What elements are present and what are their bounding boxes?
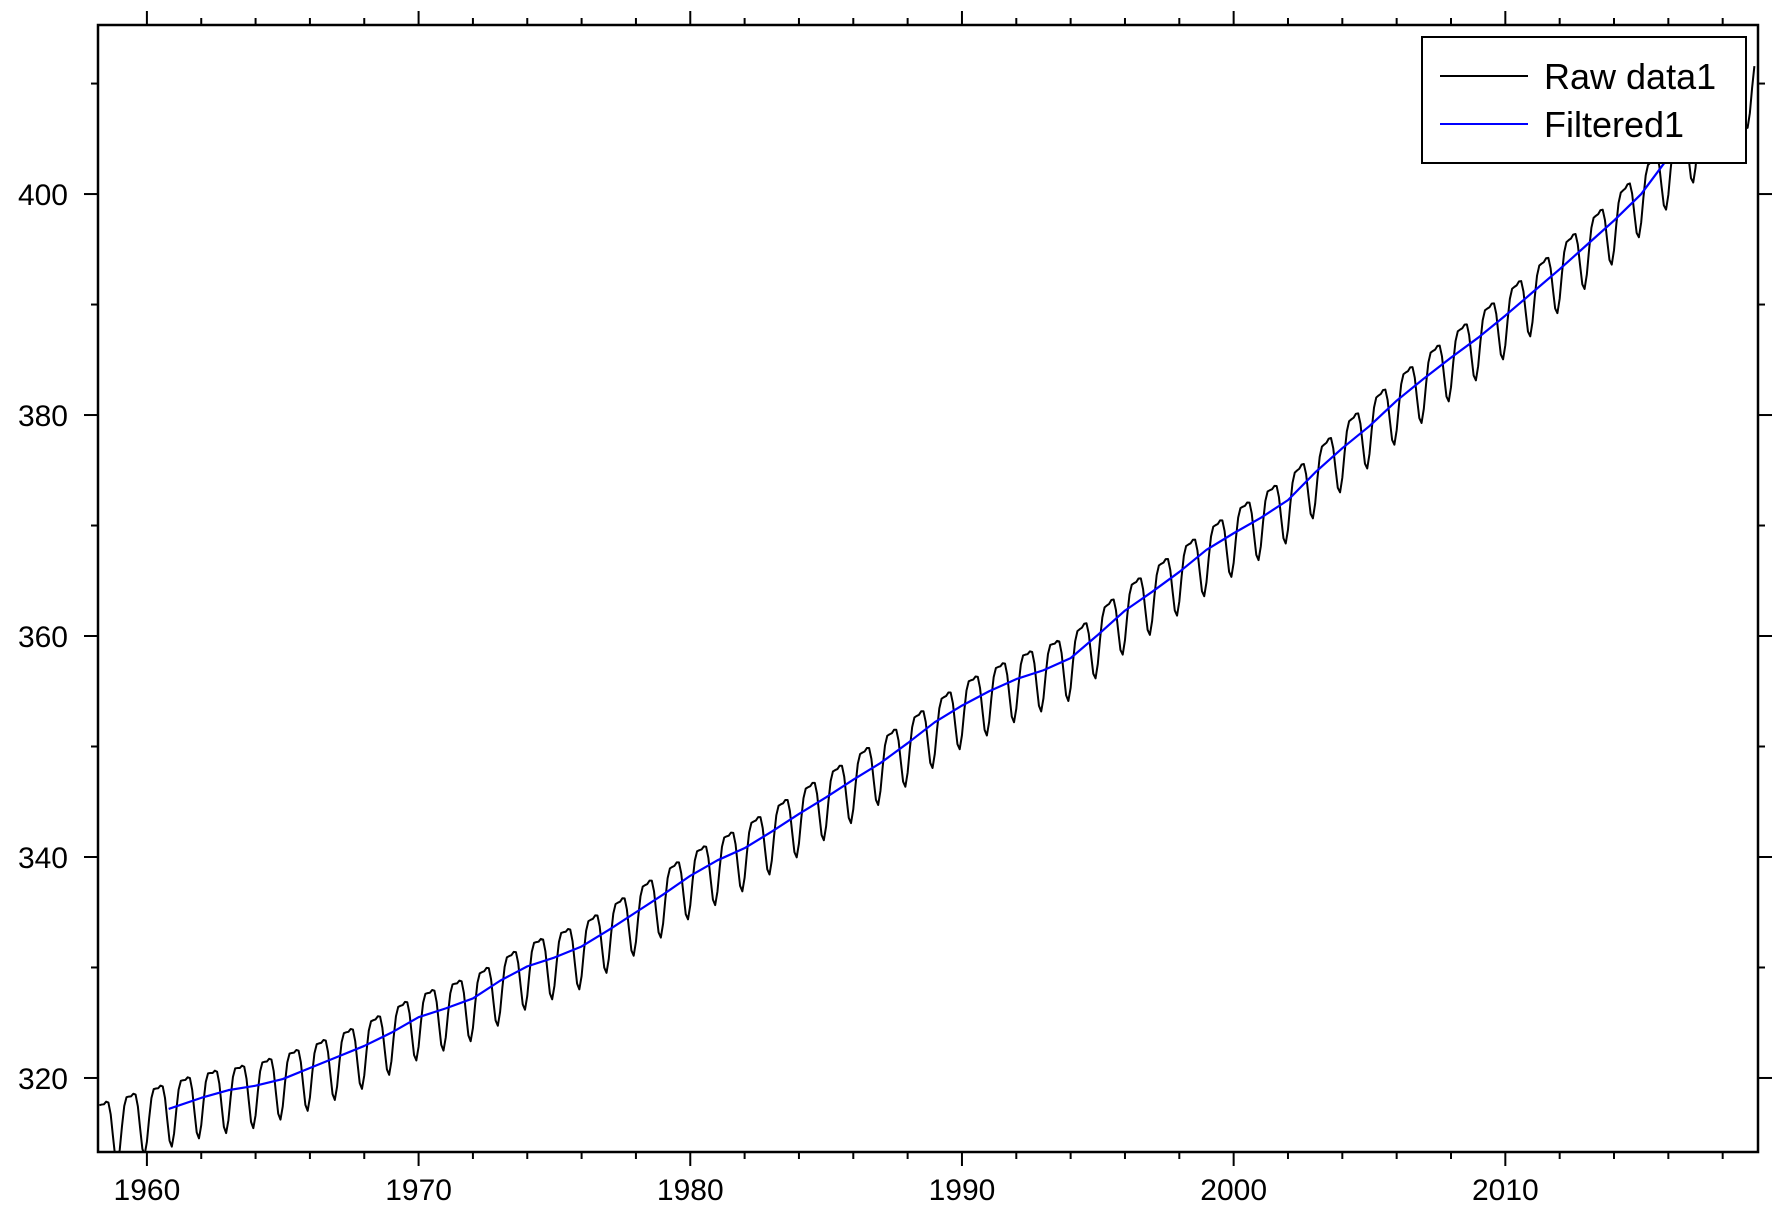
y-tick-label: 320 — [18, 1063, 68, 1096]
y-tick-label: 340 — [18, 842, 68, 875]
x-tick-label: 2010 — [1472, 1174, 1539, 1207]
y-tick-label: 380 — [18, 400, 68, 433]
y-tick-label: 400 — [18, 179, 68, 212]
legend: Raw data1 Filtered1 — [1421, 36, 1747, 164]
series-layer — [99, 65, 1756, 1152]
legend-box — [1421, 36, 1747, 164]
x-tick-label: 1980 — [657, 1174, 724, 1207]
x-tick-label: 2000 — [1200, 1174, 1267, 1207]
y-tick-label: 360 — [18, 621, 68, 654]
plot-frame — [96, 23, 1760, 1154]
legend-label-filtered: Filtered1 — [1544, 104, 1684, 145]
x-tick-label: 1970 — [385, 1174, 452, 1207]
legend-label-raw-data: Raw data1 — [1544, 56, 1716, 97]
x-tick-label: 1990 — [929, 1174, 996, 1207]
axis-tick-labels: 1960 1970 1980 1990 2000 2010 320 340 360 380 400 — [18, 179, 1539, 1207]
series-line-raw-data — [99, 65, 1756, 1152]
x-tick-label: 1960 — [114, 1174, 181, 1207]
series-line-filtered — [168, 156, 1670, 1110]
